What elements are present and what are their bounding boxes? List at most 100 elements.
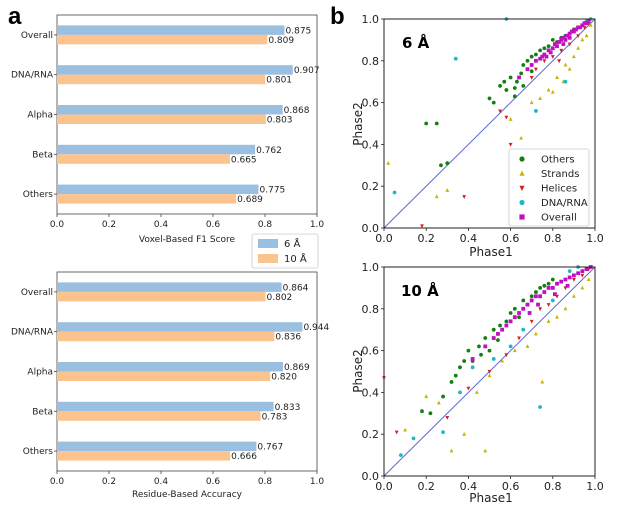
point-overall [559, 38, 564, 42]
point-overall [565, 283, 570, 288]
identity-line [383, 18, 596, 229]
point-overall [542, 52, 547, 57]
point-dna-rna [441, 430, 445, 435]
point-helices [572, 278, 576, 282]
point-overall [527, 311, 532, 315]
bar-6a [57, 322, 303, 332]
point-others [529, 54, 534, 59]
point-overall [519, 214, 525, 220]
point-strands [534, 331, 538, 336]
point-others [445, 161, 450, 166]
point-others [479, 352, 483, 357]
bar-value-label: 0.868 [284, 106, 310, 116]
bar-value-label: 0.809 [268, 36, 294, 46]
point-helices [462, 195, 467, 199]
point-overall [584, 267, 589, 271]
point-dna-rna [521, 327, 526, 332]
x-tick-label: 0.2 [417, 232, 435, 245]
x-tick-label: 1.0 [310, 477, 325, 487]
point-others [534, 290, 538, 294]
point-strands [445, 188, 450, 192]
bar-value-label: 0.762 [256, 146, 282, 156]
scatter-legend-label: Strands [541, 169, 579, 180]
point-overall [529, 63, 534, 67]
point-strands [403, 427, 407, 432]
point-dna-rna [398, 453, 403, 457]
point-others [550, 277, 555, 282]
bar-6a [57, 441, 257, 452]
scatter-legend: Others Strands Helices DNA/RNA Overall [508, 148, 590, 227]
point-others [502, 79, 507, 84]
bar-value-label: 0.833 [275, 403, 301, 413]
scatter-legend-label: Overall [541, 213, 577, 224]
point-helices [529, 76, 534, 80]
point-strands [576, 45, 581, 50]
bar-chart-1-xlabel: Voxel-Based F1 Score [139, 235, 236, 245]
scatter-frame [383, 266, 596, 477]
panel-label-a: a [8, 3, 22, 30]
bar-10a [57, 411, 261, 421]
point-others [487, 348, 492, 353]
bar-value-label: 0.907 [294, 66, 320, 76]
point-helices [519, 185, 525, 191]
legend-swatch-6a [258, 239, 278, 248]
point-overall [504, 323, 509, 328]
point-others [512, 86, 517, 90]
point-helices [498, 109, 502, 114]
point-overall [586, 19, 591, 23]
bar-10a [57, 114, 266, 124]
bar-10a [57, 371, 271, 381]
scatter-frame [383, 18, 596, 229]
point-others [515, 79, 519, 84]
point-overall [491, 336, 496, 340]
x-tick-label: 0.2 [417, 480, 435, 493]
y-tick-label: 0.0 [362, 222, 380, 235]
point-others [529, 69, 534, 74]
category-label: Alpha [27, 111, 53, 121]
point-helices [508, 142, 513, 147]
point-strands [588, 22, 593, 27]
point-strands [563, 62, 568, 67]
point-strands [483, 448, 488, 453]
point-overall [525, 302, 530, 307]
y-tick-label: 0.4 [362, 138, 380, 151]
point-helices [580, 273, 585, 278]
point-dna-rna [508, 344, 513, 349]
point-dna-rna [563, 79, 568, 84]
point-others [529, 294, 534, 299]
bar-10a [57, 34, 268, 45]
point-overall [584, 21, 589, 26]
scatter-2-ylabel: Phase2 [351, 349, 365, 392]
point-helices [420, 224, 424, 229]
point-overall [557, 40, 562, 44]
x-tick-label: 0.8 [258, 477, 273, 487]
point-overall [483, 344, 488, 349]
point-overall [563, 277, 568, 282]
x-tick-label: 0.6 [206, 477, 221, 487]
scatter-2-xlabel: Phase1 [469, 491, 512, 505]
bar-chart-2-xlabel: Residue-Based Accuracy [132, 490, 243, 500]
point-others [496, 338, 500, 343]
bar-6a [57, 65, 293, 75]
point-helices [487, 370, 492, 374]
point-overall [561, 42, 566, 46]
point-others [420, 409, 424, 414]
point-strands [434, 194, 439, 199]
point-dna-rna [491, 357, 496, 361]
point-dna-rna [453, 56, 458, 61]
point-strands [474, 390, 479, 394]
point-others [546, 44, 551, 49]
legend-label-6a: 6 Å [284, 237, 301, 250]
point-helices [445, 415, 450, 420]
point-helices [394, 430, 399, 435]
point-overall [500, 327, 505, 332]
point-overall [580, 23, 585, 28]
x-tick-label: 1.0 [586, 480, 604, 493]
point-strands [386, 160, 391, 165]
scatter-legend-box [508, 148, 590, 227]
point-dna-rna [470, 365, 475, 370]
panel-label-b: b [330, 3, 345, 30]
scatter-6a: 0.00.0 0.2 0.2 0.4 0.4 0.6 0.6 0.8 0.8 1.0 1.0 6 Å… [351, 13, 604, 259]
